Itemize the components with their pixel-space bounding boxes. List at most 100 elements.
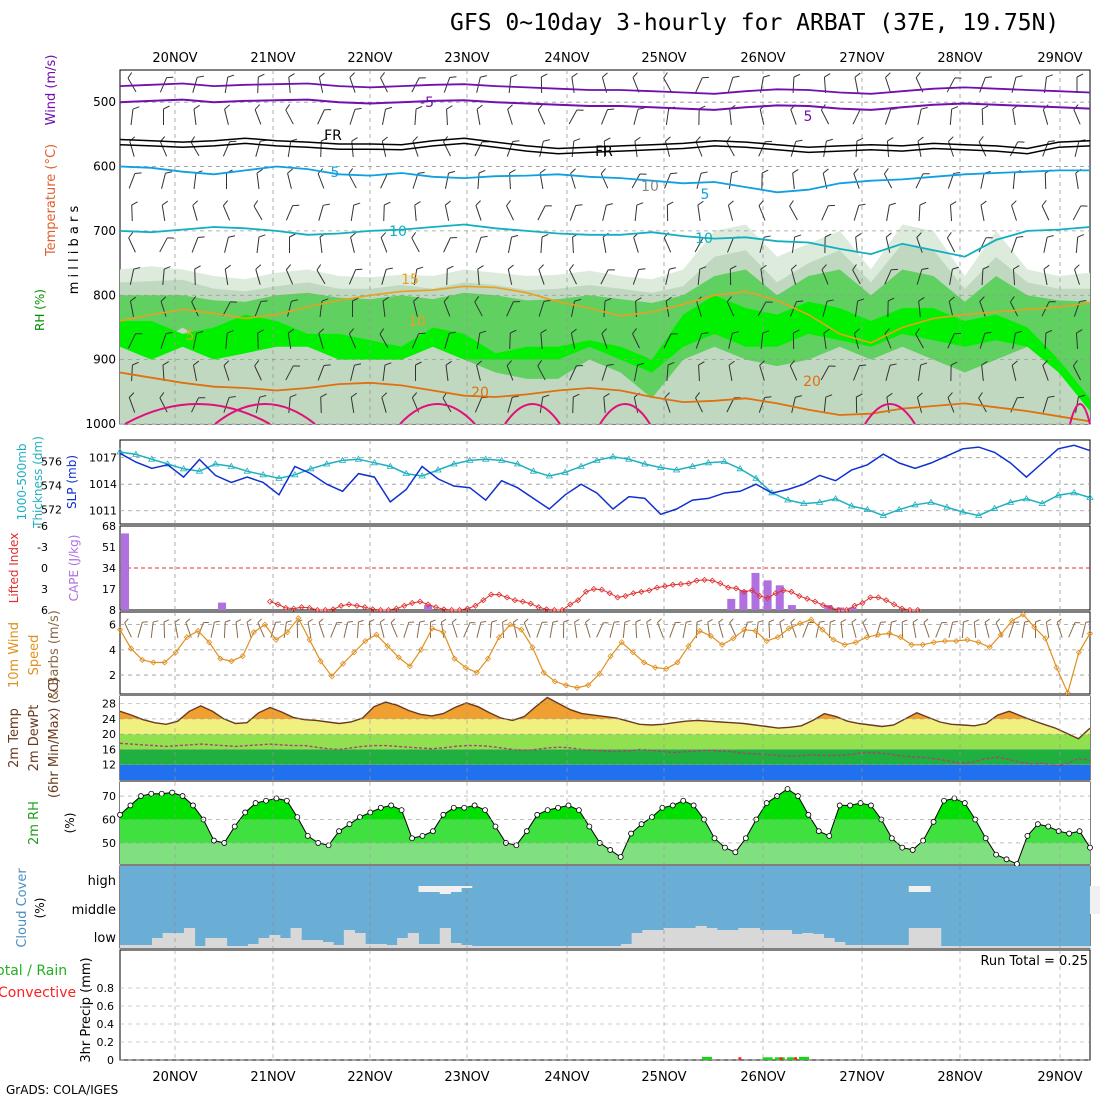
cloud-level-label: low xyxy=(94,931,117,946)
wind-barb xyxy=(256,168,263,190)
wind-barb xyxy=(446,265,454,286)
wind-speed-point xyxy=(1008,617,1016,624)
rh-line xyxy=(119,788,1091,865)
cloud-low-bar xyxy=(482,946,494,948)
wind-barb xyxy=(476,104,483,125)
wind-speed-point xyxy=(696,627,703,634)
cloud-low-bar xyxy=(930,928,942,948)
cloud-low-bar xyxy=(589,946,601,948)
date-label-bottom: 28NOV xyxy=(937,1070,982,1085)
wind-barb xyxy=(792,169,799,190)
surface-wind-barb xyxy=(669,621,681,638)
wind-barb xyxy=(318,203,330,221)
rh-point xyxy=(283,797,290,804)
rh-point xyxy=(513,842,520,849)
wind-barb xyxy=(161,171,173,189)
li-point xyxy=(480,597,487,604)
wind-barb xyxy=(1042,360,1049,381)
li-point xyxy=(906,606,913,614)
li-point xyxy=(496,591,503,598)
surface-wind-barb xyxy=(1021,620,1031,638)
rh-point xyxy=(628,830,634,837)
cloud-low-bar xyxy=(652,930,665,948)
ylabel-millibars: m i l l i b a r s xyxy=(67,206,82,295)
surface-wind-barb xyxy=(502,619,508,639)
li-point xyxy=(306,604,313,611)
li-point xyxy=(314,606,321,614)
wind-barb xyxy=(476,330,487,349)
cloud-low-bar xyxy=(141,945,153,948)
ylabel-li: Lifted Index xyxy=(7,533,21,604)
li-point xyxy=(432,604,439,611)
wind-barb xyxy=(665,296,672,317)
thickness-point xyxy=(688,462,697,469)
wind-barb xyxy=(603,393,610,414)
thickness-point xyxy=(1054,491,1062,498)
ytick-mb: 500 xyxy=(93,95,116,109)
rh-point xyxy=(826,832,833,839)
wind-barb xyxy=(350,232,356,253)
surface-wind-barb xyxy=(223,619,231,639)
wind-barb xyxy=(349,107,362,125)
surface-wind-barb xyxy=(840,619,847,639)
cloud-low-bar xyxy=(706,928,718,948)
wind-barb xyxy=(665,267,676,285)
thickness-point xyxy=(815,498,824,505)
li-point xyxy=(661,583,669,590)
thickness-point xyxy=(943,503,951,510)
cloud-low-bar xyxy=(290,928,302,948)
surface-wind-barb xyxy=(596,622,609,638)
li-point xyxy=(669,581,676,588)
wind-barb xyxy=(257,329,264,350)
surface-wind-barb xyxy=(562,619,569,639)
cloud-low-bar xyxy=(674,928,686,948)
contour-minus5 xyxy=(119,98,1091,111)
wind-barb xyxy=(697,200,704,221)
date-label-top: 27NOV xyxy=(839,51,884,66)
cloud-high-bar xyxy=(429,886,441,892)
ytick-wind: 4 xyxy=(109,644,116,657)
wind-barb xyxy=(571,72,578,93)
contour-25c xyxy=(1069,403,1091,425)
li-point xyxy=(685,580,692,587)
wind-barb xyxy=(1072,205,1088,221)
wind-barb xyxy=(666,361,675,382)
surface-wind-barb xyxy=(235,619,242,639)
ytick-mb: 800 xyxy=(93,288,116,302)
li-point xyxy=(812,598,819,605)
wind-barb xyxy=(570,298,582,317)
wind-barb xyxy=(981,265,990,286)
wind-speed-point xyxy=(317,658,324,665)
li-point xyxy=(717,580,724,587)
ytick-thick: 576 xyxy=(41,456,62,469)
surface-wind-barb xyxy=(584,618,591,638)
wind-barb xyxy=(477,169,486,190)
wind-speed-point xyxy=(217,655,224,662)
surface-wind-barb xyxy=(536,621,548,638)
contour-20c xyxy=(119,371,1091,423)
ytick-temp: 16 xyxy=(102,743,116,756)
rh-point xyxy=(1076,828,1083,835)
li-point xyxy=(456,606,463,614)
wind-barb xyxy=(757,301,773,317)
cape-bar xyxy=(121,533,129,610)
li-point xyxy=(859,599,866,607)
rh-point xyxy=(409,835,415,842)
wind-barb xyxy=(161,200,168,221)
ytick-li: -6 xyxy=(37,520,48,533)
wind-speed-point xyxy=(339,660,347,667)
rh-point xyxy=(367,809,374,816)
rh-point xyxy=(742,835,749,842)
wind-barb xyxy=(790,264,797,285)
thickness-point xyxy=(291,471,299,478)
cloud-low-bar xyxy=(972,946,984,948)
surface-wind-barb xyxy=(512,618,519,638)
wind-barb xyxy=(287,299,299,317)
li-point xyxy=(409,599,416,607)
rh-point xyxy=(544,807,551,814)
cloud-low-bar xyxy=(599,946,611,948)
cape-bar xyxy=(787,605,796,610)
surface-wind-barb xyxy=(356,619,364,639)
wind-barb xyxy=(572,233,579,254)
rh-point xyxy=(711,835,718,842)
